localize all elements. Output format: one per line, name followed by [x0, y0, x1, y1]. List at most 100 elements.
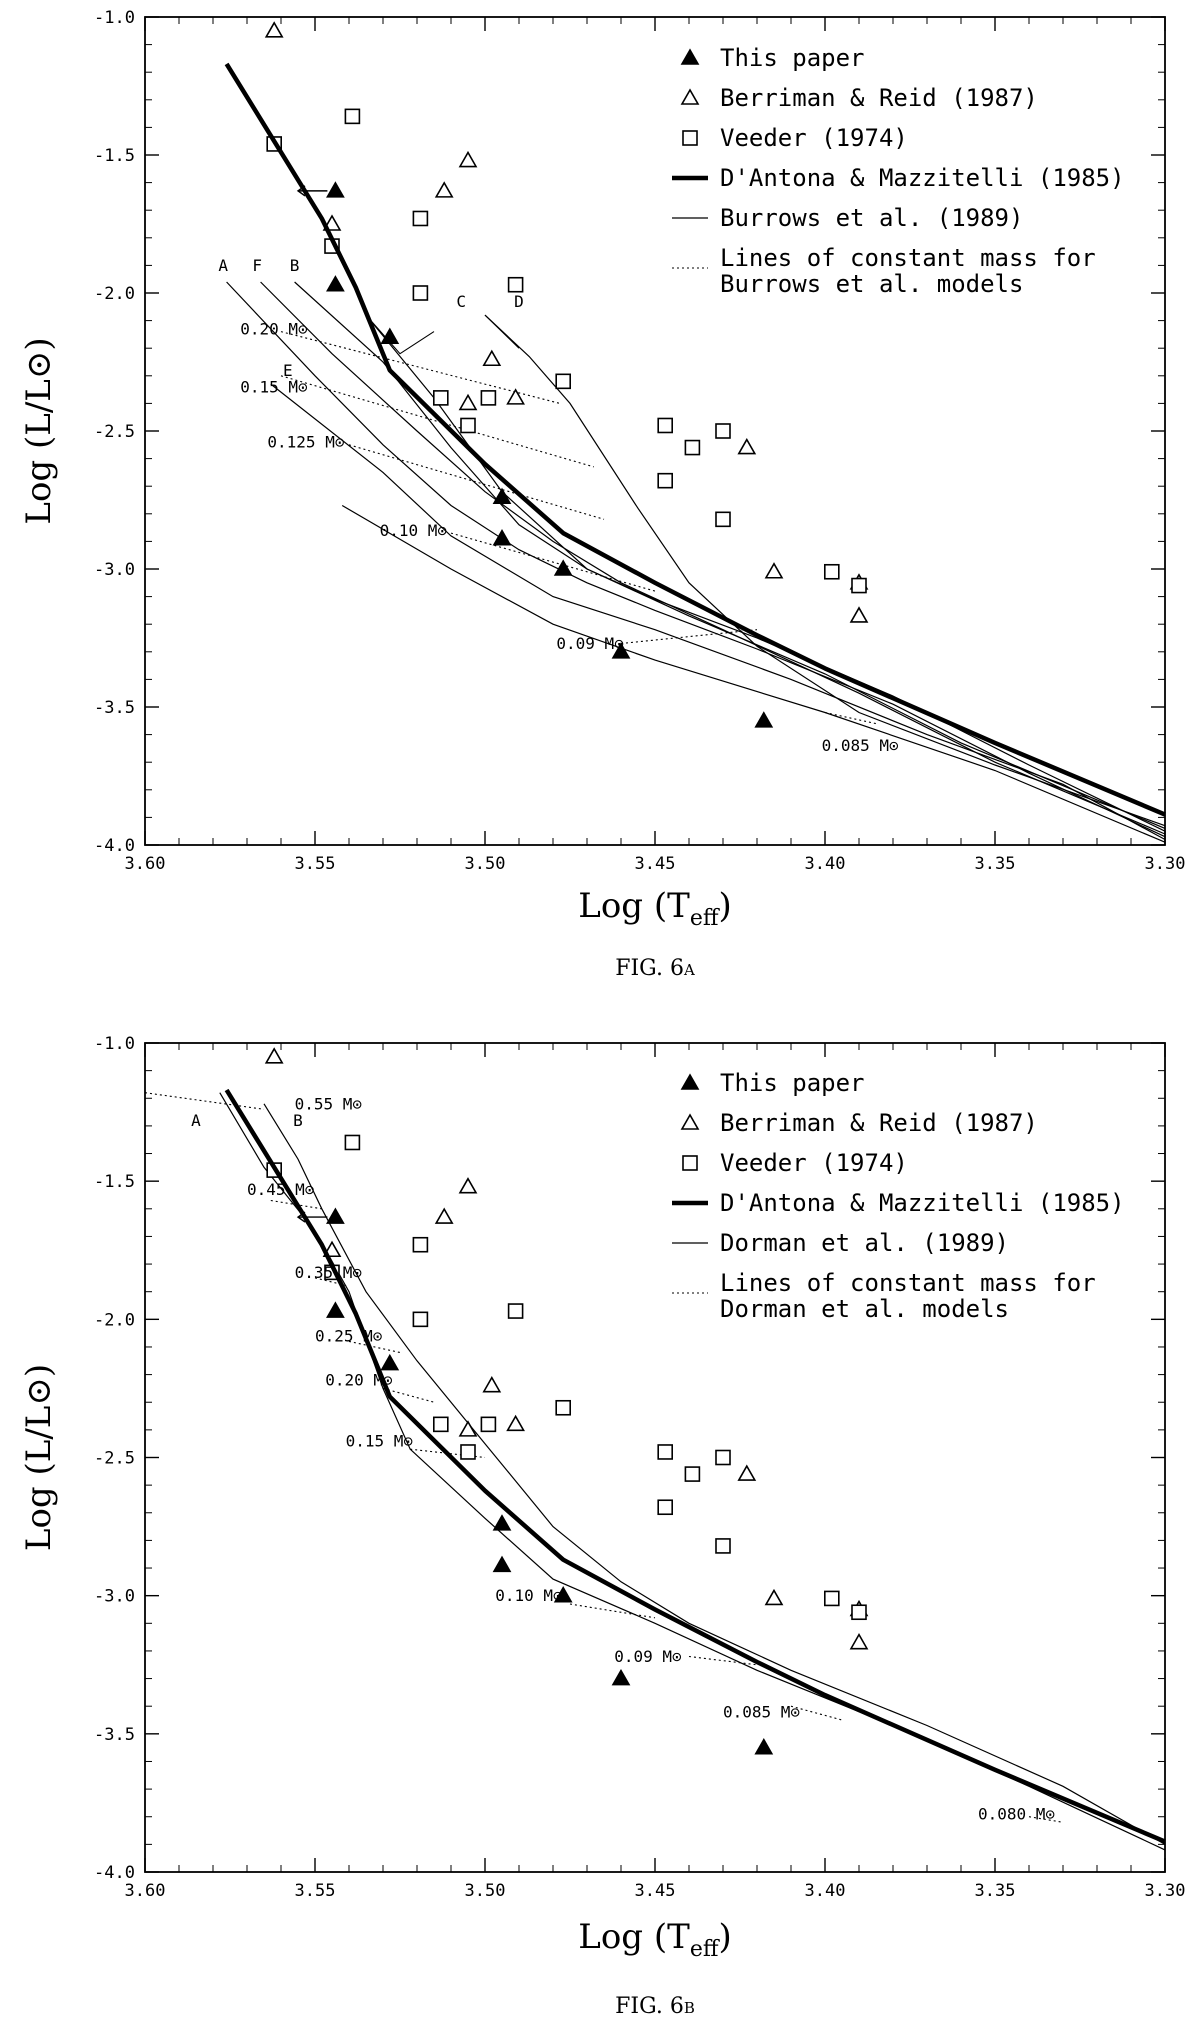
chart-panel-b: 3.60 3.55 3.50 3.45 3.40 3.35 3.30 -1.0 -1.5 -2.0… [19, 1034, 1185, 2019]
veeder-point [715, 1449, 731, 1466]
model-track-e [270, 383, 1166, 841]
x-tick-label: 3.35 [975, 854, 1016, 874]
veeder-point [432, 1416, 449, 1433]
veeder-point [412, 1311, 429, 1328]
veeder-point [715, 511, 731, 528]
berriman-reid-point [849, 606, 869, 623]
veeder-point [851, 1604, 867, 1621]
this-paper-point [492, 1555, 512, 1573]
this-paper-point [611, 1668, 631, 1686]
curve-annotation-label: 0.55 M⊙ [295, 1094, 363, 1113]
model-track-d [484, 314, 1166, 827]
y-tick-label: -4.0 [94, 836, 135, 856]
curve-annotation-label: 0.35 M⊙ [295, 1263, 363, 1282]
this-paper-point [380, 1353, 400, 1371]
veeder-point [412, 1236, 429, 1253]
this-paper-point [492, 529, 512, 546]
legend-marker-open-triangle [680, 1113, 700, 1130]
constant-mass-line [144, 1092, 265, 1110]
berriman-reid-point [458, 1177, 478, 1194]
x-axis-label: Log (Teff) [578, 886, 731, 931]
berriman-reid-point [764, 1588, 784, 1606]
constant-mass-line [1028, 1816, 1064, 1823]
model-track-c [365, 314, 1166, 829]
x-tick-label: 3.50 [465, 1881, 506, 1901]
this-paper-point [754, 711, 774, 728]
constant-mass-line [824, 711, 877, 725]
constant-mass-line [314, 1277, 350, 1287]
veeder-point [460, 1444, 476, 1460]
plot-frame [144, 16, 1166, 846]
curve-annotation-label: B [293, 1111, 303, 1130]
veeder-point [715, 423, 731, 439]
y-tick-label: -1.0 [94, 1034, 135, 1054]
veeder-point [823, 1590, 840, 1607]
x-tick-label: 3.55 [295, 1881, 336, 1901]
this-paper-point [492, 487, 512, 505]
curve-annotation-label: A [191, 1111, 201, 1130]
curve-annotation-label: 0.15 M⊙ [240, 377, 308, 396]
y-tick-label: -4.0 [94, 1863, 135, 1883]
legend-label: Berriman & Reid (1987) [720, 1109, 1038, 1137]
veeder-point [657, 1499, 674, 1516]
label-leader-line [365, 314, 435, 355]
curve-annotation-label: 0.15 M⊙ [346, 1431, 414, 1450]
x-tick-label: 3.30 [1145, 854, 1186, 874]
legend-label: Veeder (1974) [720, 1149, 908, 1177]
veeder-point [555, 373, 572, 390]
curve-annotation-label: 0.085 M⊙ [723, 1702, 800, 1721]
legend-label: Lines of constant mass for [720, 1269, 1096, 1297]
legend-label: Lines of constant mass for [720, 244, 1096, 272]
constant-mass-line [348, 444, 605, 520]
berriman-reid-point [264, 21, 284, 38]
veeder-point [412, 285, 429, 301]
veeder-point [657, 417, 674, 434]
label-leader-line [484, 314, 520, 349]
veeder-point [344, 108, 361, 125]
veeder-point [715, 1538, 731, 1554]
berriman-reid-point [434, 1207, 454, 1224]
berriman-reid-point [482, 349, 502, 367]
legend-marker-open-square [682, 130, 698, 146]
curve-annotation-label: F [252, 256, 262, 275]
limit-arrow-head [296, 1211, 306, 1223]
berriman-reid-point [506, 1414, 525, 1432]
berriman-reid-point [264, 1047, 284, 1064]
legend-label: This paper [720, 44, 865, 72]
x-tick-label: 3.55 [295, 854, 336, 874]
chart-panel-a: 3.60 3.55 3.50 3.45 3.40 3.35 3.30 -1.0 -1.5 -2.0… [19, 8, 1185, 981]
curve-annotation-label: 0.09 M⊙ [556, 634, 624, 653]
x-tick-label: 3.40 [805, 854, 846, 874]
curve-annotation-label: 0.25 M⊙ [315, 1326, 383, 1345]
dantona-mazzitelli-track [224, 62, 1166, 817]
legend: This paper Berriman & Reid (1987) Veeder (… [672, 1069, 1125, 1323]
y-tick-label: -2.0 [94, 284, 135, 304]
figure-caption: FIG. 6b [615, 1994, 695, 2019]
veeder-point [657, 472, 674, 489]
constant-mass-line [450, 532, 656, 592]
constant-mass-line [569, 1603, 656, 1619]
berriman-reid-point [458, 393, 478, 411]
y-tick-label: -3.5 [94, 1725, 135, 1745]
y-axis-label: Log (L/L⊙) [19, 337, 59, 524]
legend-label: D'Antona & Mazzitelli (1985) [720, 1189, 1125, 1217]
berriman-reid-point [764, 562, 784, 579]
curve-annotation-label: 0.080 M⊙ [978, 1804, 1055, 1823]
this-paper-point [754, 1738, 774, 1755]
legend-marker-filled-triangle [680, 1073, 700, 1090]
x-tick-label: 3.30 [1145, 1881, 1186, 1901]
x-tick-label: 3.45 [635, 1881, 676, 1901]
curve-annotation-label: E [283, 361, 293, 380]
veeder-point [412, 210, 429, 227]
x-tick-label: 3.40 [805, 1881, 846, 1901]
plot-frame [144, 1042, 1166, 1873]
veeder-point [432, 390, 449, 406]
berriman-reid-point [458, 150, 478, 168]
constant-mass-line [688, 1655, 758, 1666]
legend-marker-open-square [682, 1155, 698, 1171]
model-track-b [294, 281, 1166, 832]
this-paper-point [326, 1301, 345, 1318]
berriman-reid-point [458, 1420, 478, 1437]
legend-label: Dorman et al. models [720, 1295, 1009, 1323]
curve-annotation-label: 0.20 M⊙ [240, 319, 308, 338]
